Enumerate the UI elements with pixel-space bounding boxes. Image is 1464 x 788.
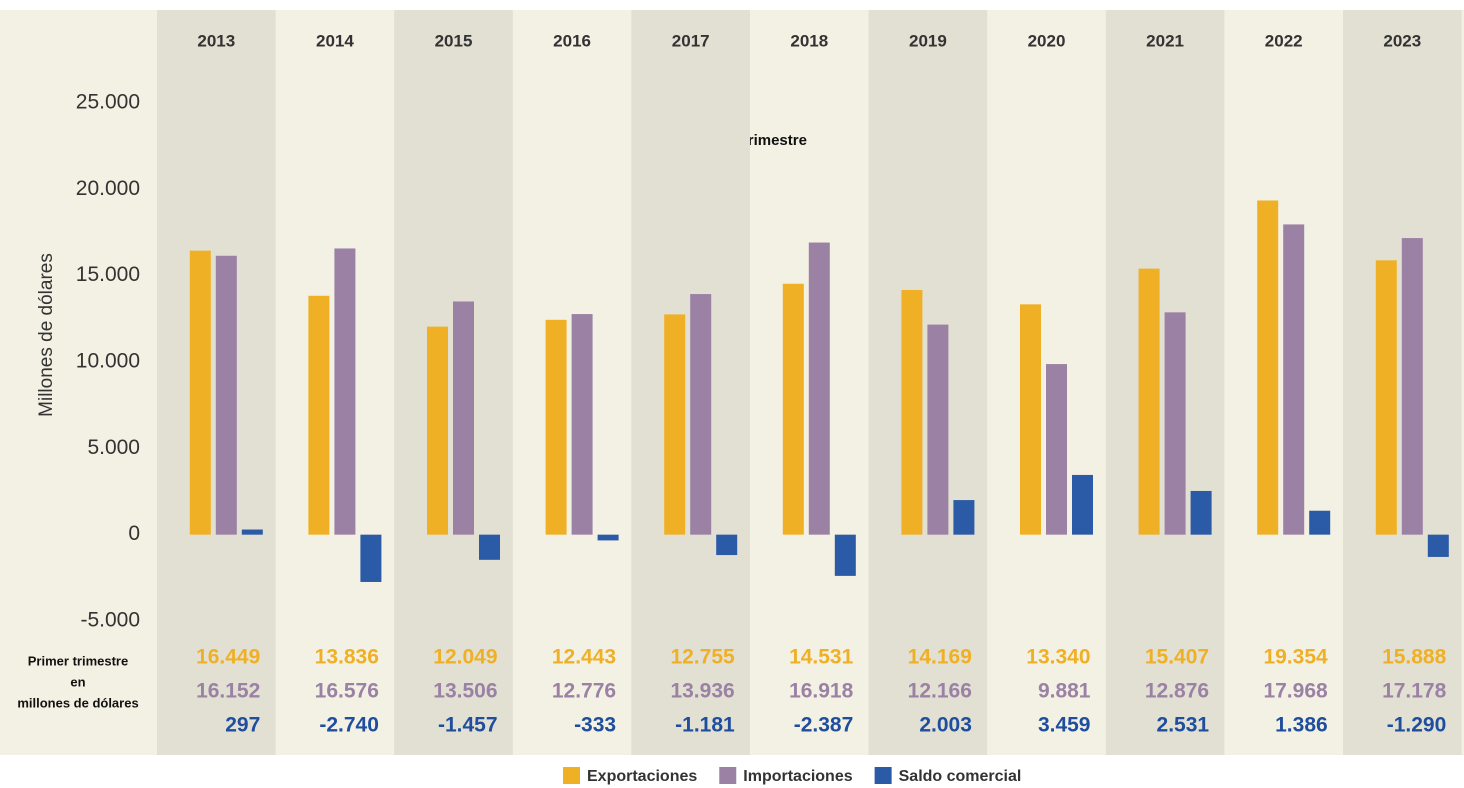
value-label: 1.386 [1275,714,1328,737]
value-label: -1.290 [1387,714,1447,737]
value-label: 16.449 [196,646,260,669]
bar [1020,304,1041,535]
value-label: 12.443 [552,646,616,669]
value-label: 12.166 [908,680,972,703]
x-tick-label: 2017 [672,31,710,50]
value-label: -2.740 [319,714,379,737]
bar [571,314,593,535]
bar [1190,490,1212,535]
value-label: 17.178 [1382,680,1447,703]
value-label: 16.152 [196,680,260,703]
bar [597,534,619,541]
value-label: 9.881 [1038,680,1091,703]
y-tick-label: 15.000 [76,263,140,286]
value-label: 13.506 [433,680,497,703]
value-label: 14.169 [908,646,972,669]
value-label: 13.340 [1026,646,1090,669]
y-tick-label: -5.000 [80,609,140,632]
value-label: -1.457 [438,714,498,737]
row-label: Primer trimestre [28,653,128,668]
bar [953,500,975,535]
bar [1072,474,1093,535]
value-label: -1.181 [675,714,735,737]
bar [782,283,804,535]
value-label: 14.531 [789,646,854,669]
y-tick-label: 20.000 [76,177,140,200]
bar [808,242,830,535]
legend-swatch [563,767,580,784]
value-label: 297 [225,714,260,737]
bar [1138,268,1160,535]
legend-label: Importaciones [743,768,852,785]
value-label: -333 [574,714,616,737]
row-label: millones de dólares [17,695,138,710]
x-tick-label: 2014 [316,31,354,50]
value-label: 15.407 [1145,646,1209,669]
bar [360,534,382,582]
value-label: -2.387 [794,714,854,737]
value-label: 13.936 [670,680,734,703]
bar [1375,260,1397,535]
value-label: 15.888 [1382,646,1447,669]
value-label: 12.049 [433,646,497,669]
value-label: 17.968 [1263,680,1328,703]
legend-label: Exportaciones [587,768,697,785]
row-label: en [70,674,85,689]
y-tick-label: 10.000 [76,350,140,373]
bar [545,319,567,535]
x-tick-label: 2020 [1028,31,1066,50]
x-tick-label: 2019 [909,31,947,50]
y-tick-label: 5.000 [87,436,140,459]
value-label: 16.918 [789,680,854,703]
bar [1309,510,1331,535]
bar [479,534,500,560]
legend-swatch [719,767,737,784]
x-tick-label: 2013 [197,31,235,50]
y-tick-label: 0 [128,522,140,545]
y-tick-label: 25.000 [76,91,140,114]
bar [427,326,448,535]
value-label: 3.459 [1038,714,1091,737]
bar [1427,534,1449,557]
bar [690,294,712,535]
bar [901,290,923,535]
bar [334,248,356,535]
x-tick-label: 2016 [553,31,591,50]
value-label: 19.354 [1263,646,1328,669]
bar [453,301,474,535]
y-axis-label: Millones de dólares [36,253,57,417]
x-tick-label: 2023 [1383,31,1421,50]
x-tick-label: 2022 [1265,31,1303,50]
bar [1257,200,1279,535]
bar [189,250,211,535]
value-label: 12.755 [670,646,735,669]
bar [834,534,856,576]
bar [241,529,263,535]
legend-label: Saldo comercial [899,768,1022,785]
value-label: 2.003 [919,714,972,737]
value-label: 12.776 [552,680,616,703]
value-label: 13.836 [315,646,379,669]
value-label: 16.576 [315,680,379,703]
bar [215,255,237,535]
bar [716,534,738,556]
value-label: 12.876 [1145,680,1209,703]
x-tick-label: 2015 [435,31,473,50]
x-tick-label: 2021 [1146,31,1184,50]
bar [1283,224,1305,535]
bar [664,314,686,535]
value-label: 2.531 [1157,714,1210,737]
bar [1164,312,1186,535]
bar [927,324,949,535]
x-tick-label: 2018 [790,31,828,50]
bar [1046,364,1067,535]
bar [1401,238,1423,535]
bar [308,295,330,535]
legend-swatch [874,767,892,784]
